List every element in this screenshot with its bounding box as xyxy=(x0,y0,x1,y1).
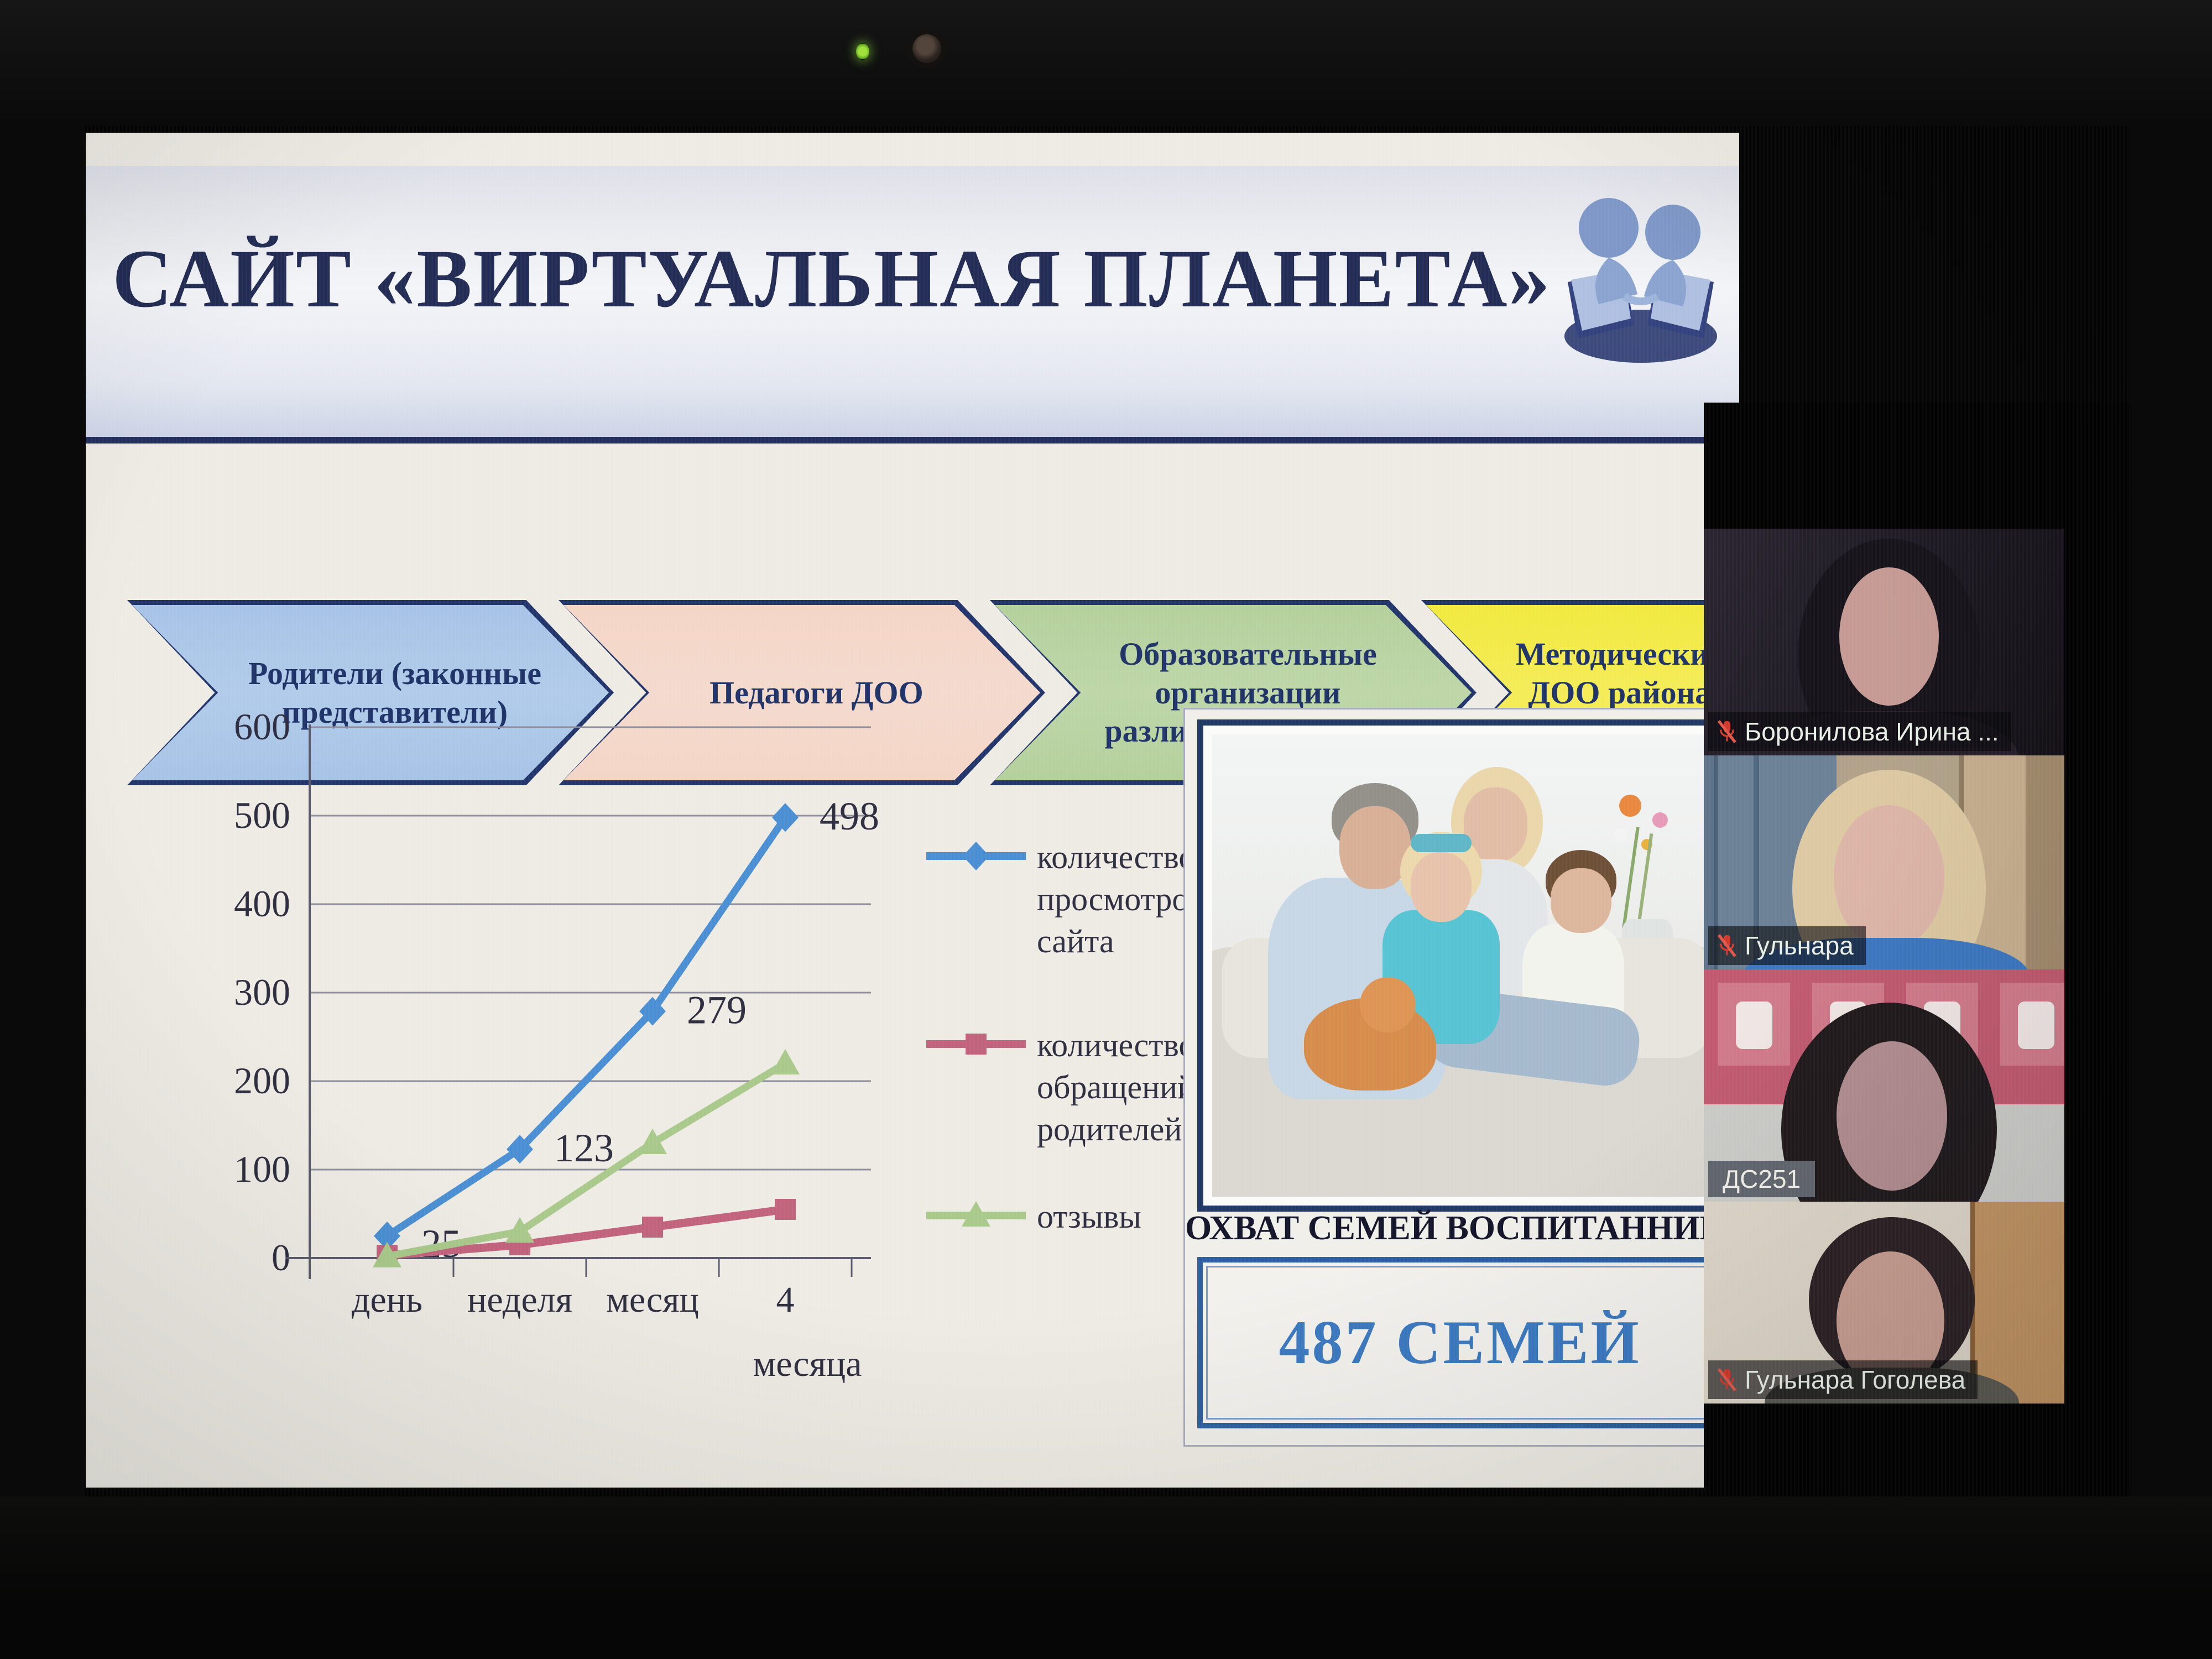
svg-text:день: день xyxy=(352,1280,422,1320)
participant-name-tag: ДС251 xyxy=(1708,1161,1815,1197)
coverage-panel: ОХВАТ СЕМЕЙ ВОСПИТАННИКОВ 487 СЕМЕЙ xyxy=(1183,708,1739,1447)
participant-name: ДС251 xyxy=(1723,1165,1801,1193)
video-call-sidebar: Боронилова Ирина ... Гульнара ДС251 Гульнар… xyxy=(1704,403,2129,1496)
svg-text:количество: количество xyxy=(1037,839,1195,875)
svg-text:123: 123 xyxy=(554,1126,614,1170)
mic-off-icon xyxy=(1717,934,1736,957)
audience-chevron-label: Педагоги ДОО xyxy=(709,674,924,711)
participant-name-tag: Гульнара Гоголева xyxy=(1708,1360,1978,1399)
svg-text:500: 500 xyxy=(234,794,290,836)
participant-tile-4[interactable]: Гульнара Гоголева xyxy=(1704,1202,2064,1404)
audience-chevron-1: Родители (законные представители) xyxy=(127,600,614,785)
site-stats-chart: 0 100 200 300 400 500 600 день неделя месяц 4 месяц… xyxy=(127,702,1300,1449)
participant-name-tag: Гульнара xyxy=(1708,926,1866,965)
svg-text:количество: количество xyxy=(1037,1027,1195,1063)
participant-name: Гульнара xyxy=(1745,931,1854,960)
svg-text:279: 279 xyxy=(687,988,747,1032)
participant-tile-3[interactable]: ДС251 xyxy=(1704,969,2064,1202)
svg-text:обращений: обращений xyxy=(1037,1069,1195,1105)
svg-text:месяц: месяц xyxy=(606,1280,699,1320)
audience-chevron-2: Педагоги ДОО xyxy=(559,600,1045,785)
svg-text:600: 600 xyxy=(234,706,290,748)
mic-off-icon xyxy=(1717,720,1736,743)
participant-name-tag: Боронилова Ирина ... xyxy=(1708,712,2011,751)
coverage-value-box: 487 СЕМЕЙ xyxy=(1197,1257,1723,1428)
svg-text:4: 4 xyxy=(776,1280,795,1320)
svg-text:400: 400 xyxy=(234,883,290,925)
presentation-slide: САЙТ «ВИРТУАЛЬНАЯ ПЛАНЕТА» Родители (зак… xyxy=(86,133,1739,1488)
laptop-screen: САЙТ «ВИРТУАЛЬНАЯ ПЛАНЕТА» Родители (зак… xyxy=(83,126,2129,1496)
laptop-top-bezel xyxy=(0,0,2212,126)
laptop-bottom-bezel: lenovo xyxy=(0,1496,2212,1659)
people-with-laptops-icon xyxy=(1564,198,1717,363)
slide-title-band: САЙТ «ВИРТУАЛЬНАЯ ПЛАНЕТА» xyxy=(86,166,1739,444)
svg-text:498: 498 xyxy=(820,794,879,838)
svg-text:сайта: сайта xyxy=(1037,923,1114,959)
participant-tile-1[interactable]: Боронилова Ирина ... xyxy=(1704,529,2064,755)
power-led xyxy=(856,43,869,60)
svg-text:200: 200 xyxy=(234,1060,290,1102)
svg-text:100: 100 xyxy=(234,1148,290,1190)
family-photo-scene xyxy=(1212,734,1721,1197)
participant-video xyxy=(1704,969,2064,1202)
svg-text:неделя: неделя xyxy=(467,1280,572,1320)
coverage-caption: ОХВАТ СЕМЕЙ ВОСПИТАННИКОВ xyxy=(1185,1209,1739,1247)
participant-tile-2[interactable]: Гульнара xyxy=(1704,755,2064,969)
slide-title: САЙТ «ВИРТУАЛЬНАЯ ПЛАНЕТА» xyxy=(112,233,1551,325)
audience-chevron-label: Родители (законные представители) xyxy=(248,655,541,730)
svg-text:просмотров: просмотров xyxy=(1037,881,1204,917)
participant-name: Гульнара Гоголева xyxy=(1745,1365,1966,1394)
svg-text:месяца: месяца xyxy=(753,1344,862,1384)
coverage-value: 487 СЕМЕЙ xyxy=(1279,1308,1641,1377)
svg-text:родителей: родителей xyxy=(1037,1111,1182,1147)
webcam xyxy=(912,34,941,63)
participant-name: Боронилова Ирина ... xyxy=(1745,717,1999,746)
svg-text:300: 300 xyxy=(234,971,290,1013)
family-photo xyxy=(1197,719,1736,1212)
mic-off-icon xyxy=(1717,1368,1736,1391)
svg-text:отзывы: отзывы xyxy=(1037,1198,1141,1235)
